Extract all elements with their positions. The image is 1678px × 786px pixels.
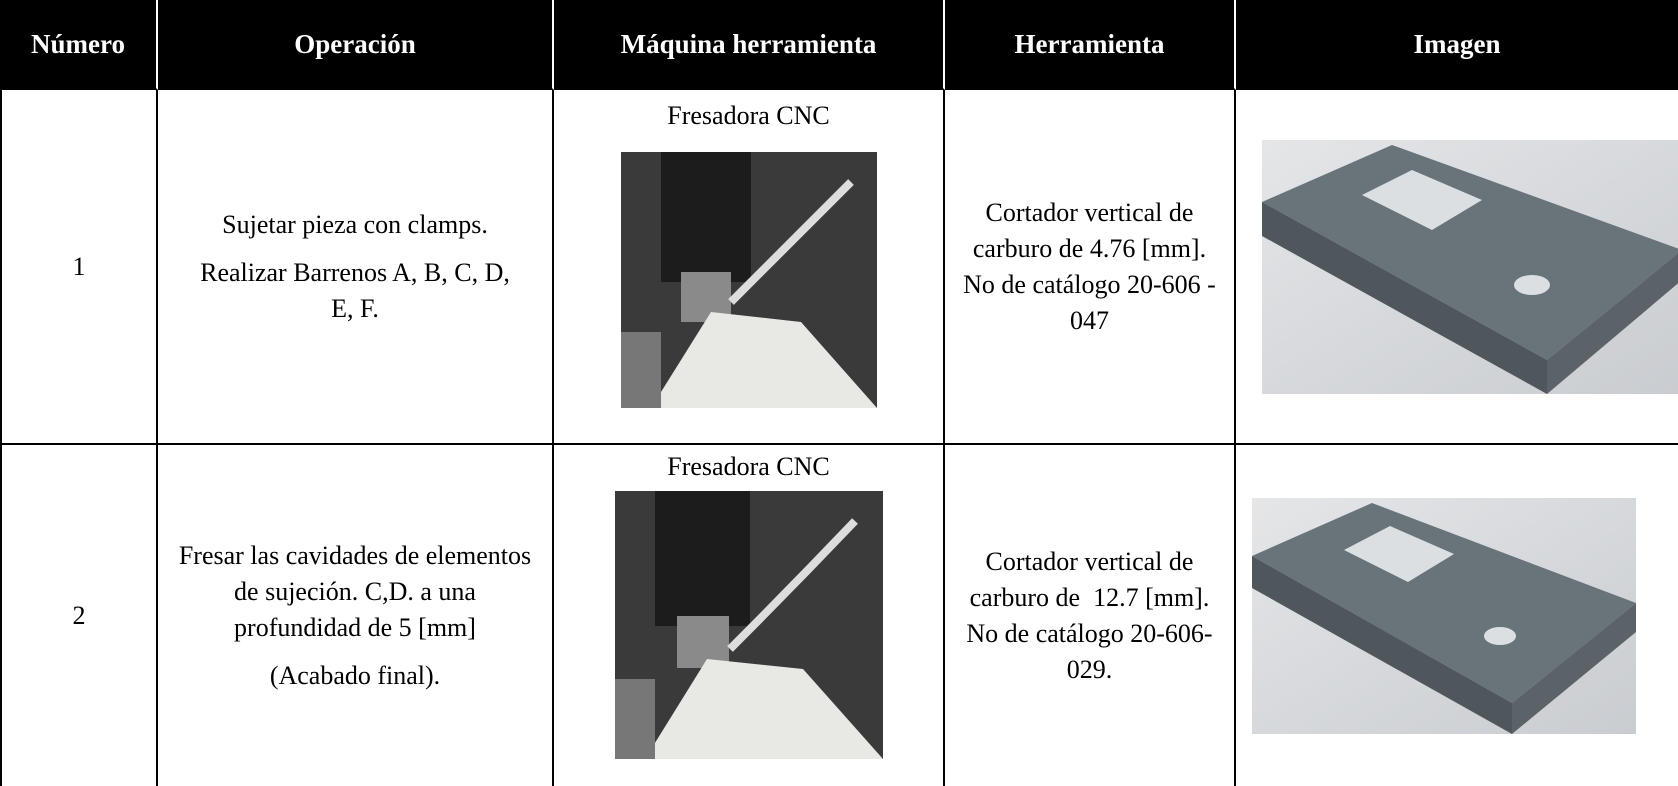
- header-cell: Imagen: [1236, 0, 1678, 90]
- machine-label: Fresadora CNC: [667, 101, 830, 130]
- image-cell: [1236, 90, 1678, 445]
- image-cell: [1236, 445, 1678, 786]
- operation-cell: Fresar las cavidades de elementos de suj…: [158, 445, 554, 786]
- part-render: [1252, 497, 1636, 734]
- number-cell: 2: [0, 445, 158, 786]
- machine-cell: Fresadora CNC: [554, 445, 945, 786]
- number-cell: 1: [0, 90, 158, 445]
- header-cell: Máquina herramienta: [554, 0, 945, 90]
- machine-photo: [614, 491, 883, 759]
- machine-cell: Fresadora CNC: [554, 90, 945, 445]
- operation-text: Sujetar pieza con clamps.: [222, 209, 488, 239]
- operation-cell: Sujetar pieza con clamps. Realizar Barre…: [158, 90, 554, 445]
- tool-text: Cortador vertical de carburo de 4.76 [mm…: [963, 197, 1223, 335]
- operation-text: Fresar las cavidades de elementos de suj…: [178, 540, 538, 642]
- header-cell: Número: [0, 0, 158, 90]
- tool-text: Cortador vertical de carburo de 12.7 [mm…: [966, 546, 1216, 684]
- operation-text: (Acabado final).: [269, 660, 441, 690]
- header-cell: Operación: [158, 0, 554, 90]
- machine-photo: [620, 152, 877, 408]
- operation-text: Realizar Barrenos A, B, C, D, E, F.: [200, 257, 517, 323]
- machine-label: Fresadora CNC: [667, 452, 830, 481]
- header-cell: Herramienta: [945, 0, 1236, 90]
- tool-cell: Cortador vertical de carburo de 12.7 [mm…: [945, 445, 1236, 786]
- part-render: [1262, 139, 1678, 394]
- tool-cell: Cortador vertical de carburo de 4.76 [mm…: [945, 90, 1236, 445]
